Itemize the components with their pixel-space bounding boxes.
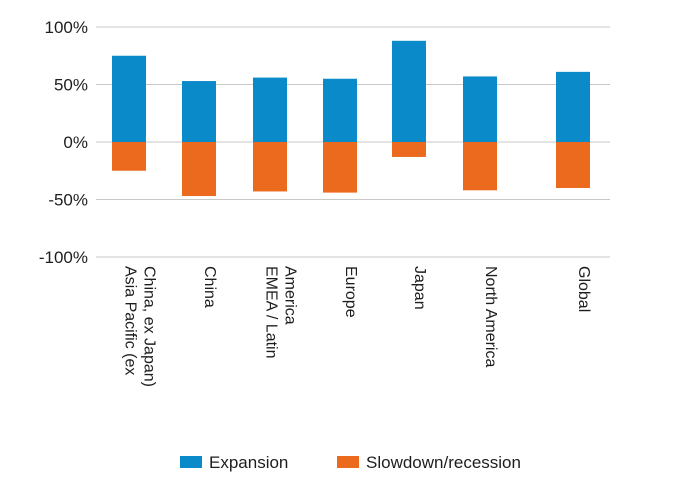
x-tick-label: China	[201, 266, 218, 308]
expansion-bar	[392, 40, 426, 142]
legend-label: Expansion	[209, 453, 288, 472]
expansion-bar	[323, 78, 357, 142]
y-axis-ticks: 100% 50% 0% -50% -100%	[39, 18, 88, 267]
x-tick-label-line: Global	[575, 266, 592, 312]
x-tick-label: North America	[482, 266, 499, 367]
y-tick-label: 0%	[63, 133, 88, 152]
expansion-bar	[463, 76, 497, 142]
expansion-bar	[556, 71, 590, 142]
slowdown-bar	[392, 142, 426, 157]
x-tick-label-line: China	[201, 266, 218, 308]
x-tick-label-line: Europe	[342, 266, 359, 318]
expansion-bar	[253, 77, 287, 142]
x-tick-label: Europe	[342, 266, 359, 318]
slowdown-bar	[463, 142, 497, 191]
slowdown-bar	[323, 142, 357, 193]
x-tick-label-line: Japan	[411, 266, 428, 310]
slowdown-bar	[182, 142, 216, 197]
y-tick-label: 100%	[45, 18, 88, 37]
x-tick-label: Global	[575, 266, 592, 312]
x-tick-label-line: North America	[482, 266, 499, 367]
x-tick-label-line: China, ex Japan)	[141, 266, 158, 387]
slowdown-bar	[112, 142, 146, 171]
x-tick-label: Japan	[411, 266, 428, 310]
expansion-bar	[112, 55, 146, 142]
legend-swatch	[337, 456, 359, 468]
x-tick-label-line: EMEA / Latin	[263, 266, 280, 359]
slowdown-bar	[556, 142, 590, 188]
x-tick-label-line: America	[282, 266, 299, 325]
x-tick-label-line: Asia Pacific (ex	[122, 266, 139, 375]
y-tick-label: -100%	[39, 248, 88, 267]
x-axis-ticks: Asia Pacific (ex China, ex Japan) China EME…	[122, 266, 593, 387]
y-tick-label: 50%	[54, 76, 88, 95]
slowdown-bar	[253, 142, 287, 192]
x-tick-label: EMEA / Latin America	[263, 266, 299, 359]
legend-label: Slowdown/recession	[366, 453, 521, 472]
expansion-bar	[182, 81, 216, 142]
x-tick-label: Asia Pacific (ex China, ex Japan)	[122, 266, 158, 387]
legend: Expansion Slowdown/recession	[180, 453, 521, 472]
y-tick-label: -50%	[48, 191, 88, 210]
legend-swatch	[180, 456, 202, 468]
bars	[112, 40, 590, 197]
